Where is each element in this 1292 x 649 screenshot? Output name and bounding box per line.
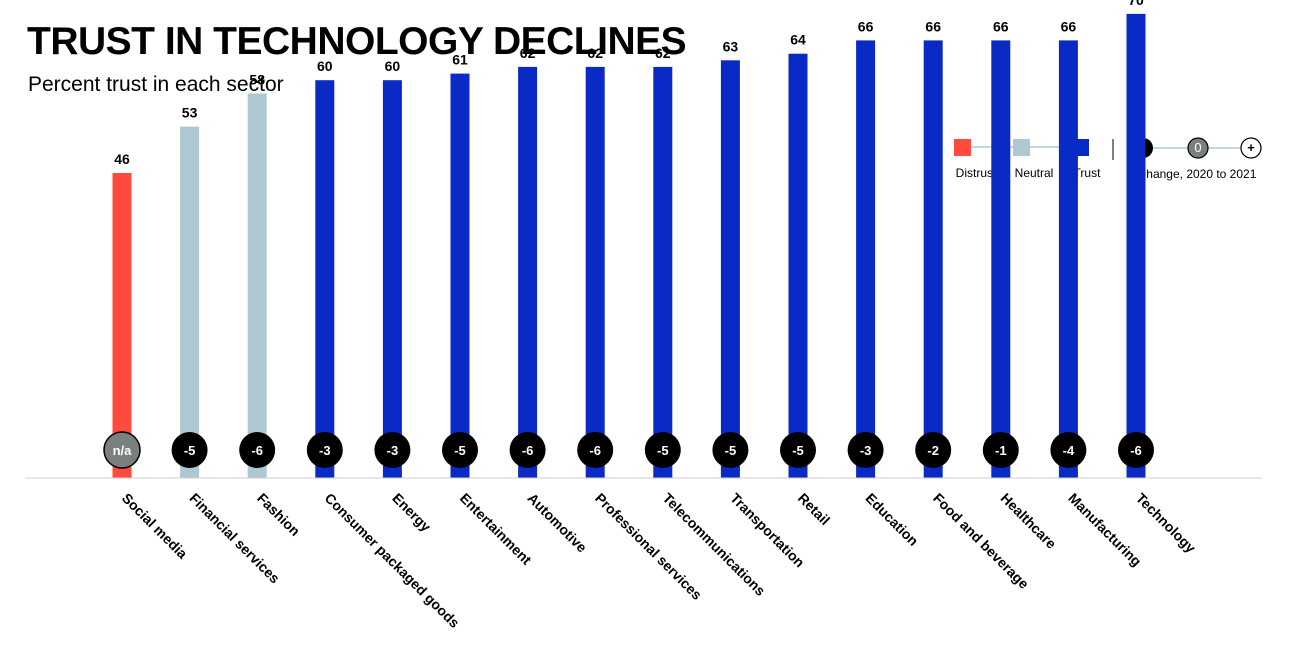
x-tick-label-automotive: Automotive — [524, 490, 590, 556]
value-label-technology: 70 — [1128, 0, 1144, 8]
value-label-transportation: 63 — [723, 38, 739, 54]
x-tick-label-technology: Technology — [1133, 490, 1199, 556]
legend-change-label: Change, 2020 to 2021 — [1138, 167, 1257, 181]
change-label-healthcare: -1 — [995, 443, 1007, 458]
bar-telecommunications — [653, 66, 673, 479]
change-badge-transportation — [712, 432, 749, 468]
value-label-telecommunications: 62 — [655, 45, 671, 61]
change-badge-manufacturing — [1050, 432, 1087, 468]
change-badge-financial-services — [171, 432, 208, 468]
change-badge-technology — [1118, 432, 1154, 468]
chart-title: TRUST IN TECHNOLOGY DECLINES — [27, 20, 687, 63]
bar-transportation — [720, 60, 740, 479]
change-badge-energy — [374, 432, 411, 468]
bar-consumer-packaged-goods — [315, 80, 335, 478]
legend-label-trust: Trust — [1074, 166, 1102, 180]
change-badge-healthcare — [982, 432, 1019, 468]
change-badge-telecommunications — [644, 432, 681, 468]
legend: Distrust Neutral Trust - 0 + Change, 202… — [954, 137, 1262, 181]
legend-label-neutral: Neutral — [1015, 166, 1054, 180]
chart-subtitle: Percent trust in each sector — [28, 73, 284, 96]
bar-professional-services — [585, 66, 605, 479]
x-tick-label-consumer-packaged-goods: Consumer packaged goods — [322, 490, 463, 631]
bar-social-media — [112, 173, 132, 478]
value-label-energy: 60 — [385, 58, 401, 74]
value-label-manufacturing: 66 — [1061, 18, 1077, 34]
x-tick-label-education: Education — [862, 490, 921, 549]
bar-energy — [382, 80, 402, 478]
legend-swatch-distrust — [954, 139, 971, 156]
change-badge-fashion — [239, 432, 276, 468]
bar-fashion — [247, 93, 267, 478]
change-label-consumer-packaged-goods: -3 — [319, 443, 331, 458]
bar-manufacturing — [1058, 40, 1078, 479]
change-label-transportation: -5 — [725, 443, 737, 458]
value-label-professional-services: 62 — [587, 45, 603, 61]
x-tick-label-manufacturing: Manufacturing — [1065, 490, 1145, 570]
x-tick-label-healthcare: Healthcare — [998, 490, 1060, 552]
change-badge-automotive — [509, 432, 546, 468]
change-label-financial-services: -5 — [184, 443, 196, 458]
change-label-entertainment: -5 — [454, 443, 466, 458]
change-badge-education — [847, 432, 884, 468]
value-label-entertainment: 61 — [452, 52, 468, 68]
legend-swatch-neutral — [1013, 139, 1030, 156]
change-badge-food-and-beverage — [915, 432, 952, 468]
value-label-financial-services: 53 — [182, 105, 198, 121]
bar-financial-services — [180, 126, 200, 478]
value-label-fashion: 58 — [249, 72, 265, 88]
bar-automotive — [518, 66, 538, 479]
legend-change-zero-icon — [1187, 137, 1209, 159]
value-label-healthcare: 66 — [993, 18, 1009, 34]
change-label-fashion: -6 — [251, 443, 263, 458]
change-badge-retail — [780, 432, 816, 468]
change-badge-entertainment — [442, 432, 478, 468]
bar-entertainment — [450, 73, 470, 478]
value-label-automotive: 62 — [520, 45, 536, 61]
legend-change-zero-symbol: 0 — [1194, 140, 1201, 155]
value-label-consumer-packaged-goods: 60 — [317, 58, 333, 74]
change-label-social-media: n/a — [113, 443, 133, 458]
legend-label-distrust: Distrust — [956, 166, 997, 180]
x-tick-label-entertainment: Entertainment — [457, 490, 535, 568]
value-label-education: 66 — [858, 18, 874, 34]
legend-change-positive-symbol: + — [1247, 140, 1255, 155]
x-tick-label-social-media: Social media — [119, 490, 191, 562]
x-tick-label-retail: Retail — [795, 490, 833, 528]
value-label-social-media: 46 — [114, 151, 130, 167]
x-tick-label-energy: Energy — [389, 490, 434, 535]
change-label-professional-services: -6 — [589, 443, 601, 458]
change-badge-consumer-packaged-goods — [306, 432, 343, 468]
change-label-telecommunications: -5 — [657, 443, 669, 458]
bar-technology — [1126, 13, 1146, 479]
bar-food-and-beverage — [923, 40, 943, 479]
value-label-food-and-beverage: 66 — [925, 18, 941, 34]
change-label-technology: -6 — [1130, 443, 1142, 458]
change-label-automotive: -6 — [522, 443, 534, 458]
value-label-retail: 64 — [790, 32, 806, 48]
bar-healthcare — [991, 40, 1011, 479]
change-badge-professional-services — [577, 432, 614, 468]
change-label-energy: -3 — [387, 443, 399, 458]
change-label-education: -3 — [860, 443, 872, 458]
x-tick-label-fashion: Fashion — [254, 490, 303, 539]
legend-change-positive-icon — [1240, 137, 1262, 159]
change-badge-social-media — [103, 431, 141, 469]
change-label-manufacturing: -4 — [1063, 443, 1075, 458]
bar-education — [856, 40, 876, 479]
change-label-food-and-beverage: -2 — [927, 443, 939, 458]
bar-retail — [788, 53, 808, 478]
change-label-retail: -5 — [792, 443, 804, 458]
